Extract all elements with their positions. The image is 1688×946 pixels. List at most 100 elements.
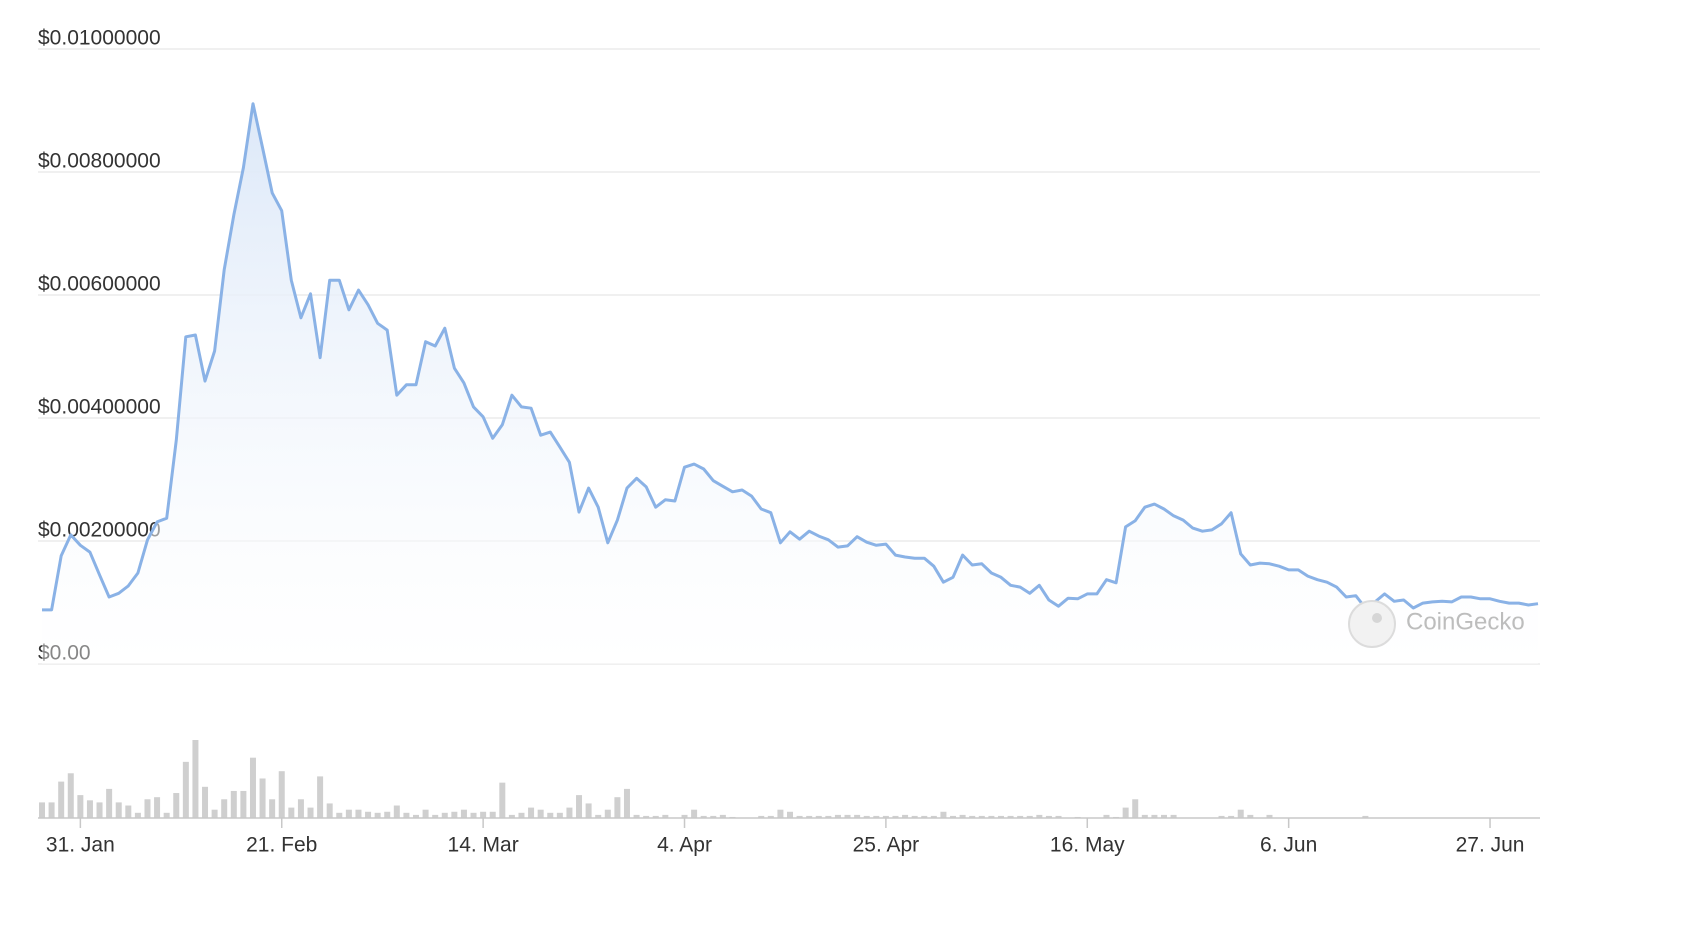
- y-tick-label: $0.00200000: [38, 519, 161, 542]
- volume-bar: [854, 814, 861, 818]
- volume-bar: [326, 803, 333, 818]
- volume-bar: [978, 815, 985, 818]
- y-tick-label: $0.01000000: [38, 27, 161, 50]
- volume-bar: [432, 814, 439, 818]
- volume-bar: [470, 812, 477, 818]
- volume-bar: [154, 797, 161, 818]
- volume-bar: [758, 815, 765, 818]
- volume-bar: [413, 814, 419, 818]
- volume-bar: [393, 805, 400, 818]
- volume-bar: [297, 799, 304, 818]
- volume-bar: [997, 815, 1004, 818]
- volume-bar: [508, 814, 515, 818]
- volume-bar: [873, 815, 880, 818]
- watermark: CoinGecko: [1348, 600, 1525, 648]
- volume-bar: [67, 773, 74, 818]
- y-tick-label: $0.00800000: [38, 150, 161, 173]
- volume-bar: [77, 795, 84, 818]
- volume-bar: [796, 815, 803, 818]
- volume-bar: [518, 812, 525, 818]
- volume-bar: [825, 815, 832, 818]
- volume-bar: [614, 797, 621, 818]
- volume-bar: [595, 814, 602, 818]
- volume-bar: [460, 809, 467, 818]
- volume-bar: [58, 781, 65, 818]
- volume-bar: [288, 807, 295, 818]
- volume-bar: [623, 788, 630, 818]
- volume-bar: [902, 814, 909, 818]
- x-tick-label: 16. May: [1050, 834, 1125, 857]
- x-tick-label: 25. Apr: [853, 834, 920, 857]
- volume-bar: [1122, 807, 1129, 818]
- volume-bar: [278, 771, 285, 818]
- volume-bar: [1017, 815, 1024, 818]
- volume-bar: [374, 812, 381, 818]
- volume-bar: [1266, 814, 1273, 818]
- volume-bar: [815, 815, 822, 818]
- volume-bar: [259, 778, 266, 818]
- volume-bar: [441, 812, 448, 818]
- volume-bar: [633, 814, 640, 818]
- volume-bar: [1237, 809, 1244, 818]
- volume-bar: [269, 799, 276, 818]
- volume-bar: [192, 740, 199, 818]
- volume-bar: [643, 815, 650, 818]
- volume-bar: [911, 815, 918, 818]
- volume-bar: [585, 803, 592, 818]
- volume-bar: [230, 790, 237, 818]
- volume-bar: [451, 811, 458, 818]
- volume-bar: [940, 811, 947, 818]
- volume-bar: [345, 809, 352, 818]
- volume-bar: [863, 815, 870, 818]
- volume-bar: [921, 815, 928, 818]
- volume-bar: [240, 790, 247, 818]
- volume-bar: [787, 811, 793, 818]
- volume-bar: [1007, 815, 1014, 818]
- y-tick-label: $0.00400000: [38, 396, 161, 419]
- volume-bar: [1170, 814, 1177, 818]
- volume-bar: [96, 802, 103, 818]
- volume-bar: [969, 815, 976, 818]
- volume-bar: [211, 809, 218, 818]
- volume-bar: [1045, 815, 1052, 818]
- volume-bar: [882, 815, 889, 818]
- volume-bar: [480, 811, 487, 818]
- volume-bar: [355, 809, 362, 818]
- volume-bar: [134, 812, 141, 818]
- price-area: [42, 103, 1538, 664]
- volume-bar: [384, 811, 391, 818]
- volume-bar: [182, 761, 189, 818]
- volume-bar: [719, 814, 726, 818]
- volume-bar: [106, 788, 113, 818]
- volume-bar: [48, 802, 55, 818]
- volume-bar: [1362, 815, 1369, 818]
- volume-bar: [336, 812, 343, 818]
- volume-bar: [566, 807, 573, 818]
- volume-bar: [691, 809, 698, 818]
- x-tick-label: 31. Jan: [46, 834, 115, 857]
- volume-bar: [86, 800, 93, 818]
- volume-bar: [144, 799, 151, 818]
- volume-bar: [1228, 815, 1235, 818]
- volume-bar: [547, 812, 554, 818]
- x-tick-label: 4. Apr: [657, 834, 712, 857]
- volume-bar: [662, 814, 669, 818]
- volume-bar: [528, 807, 535, 818]
- volume-bar: [1055, 815, 1062, 818]
- x-tick-label: 14. Mar: [448, 834, 519, 857]
- volume-bar: [365, 811, 372, 818]
- volume-bar: [834, 814, 841, 818]
- volume-bar: [1151, 814, 1158, 818]
- volume-bar: [489, 811, 496, 818]
- volume-bar: [173, 793, 180, 818]
- volume-bar: [710, 815, 717, 818]
- volume-bar: [681, 814, 688, 818]
- volume-bar: [115, 802, 122, 818]
- volume-bar: [959, 814, 966, 818]
- volume-bar: [777, 809, 784, 818]
- volume-bar: [403, 812, 410, 818]
- volume-bar: [988, 815, 995, 818]
- volume-bar: [125, 805, 132, 818]
- volume-bar: [930, 815, 937, 818]
- volume-bar: [537, 809, 544, 818]
